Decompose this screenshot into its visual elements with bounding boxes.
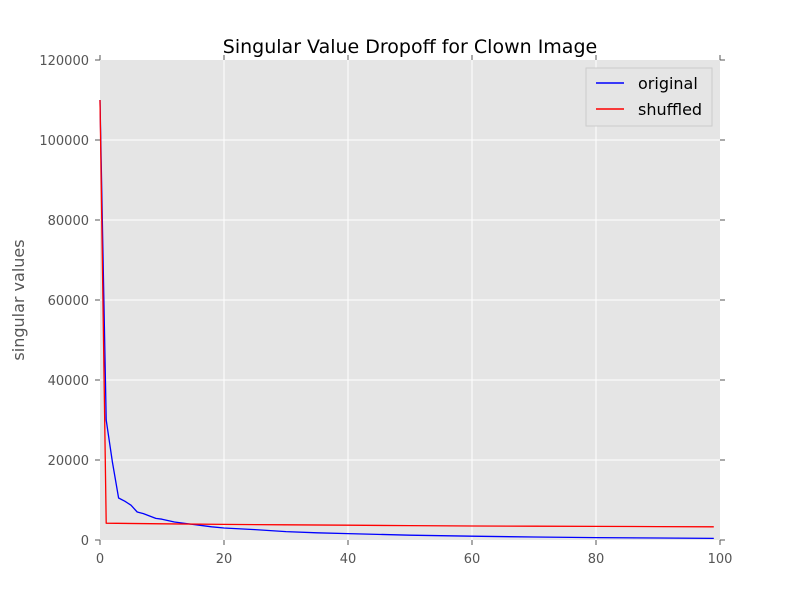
y-tick-label: 60000 — [48, 294, 89, 309]
series-line-shuffled — [99, 99, 714, 528]
legend-box — [585, 67, 713, 127]
y-axis-label: singular values — [9, 239, 28, 360]
legend-label-original: original — [638, 74, 698, 93]
y-tick-label: 80000 — [48, 214, 89, 229]
x-tick-label: 0 — [96, 552, 104, 567]
x-tick-label: 40 — [340, 552, 357, 567]
chart-title: Singular Value Dropoff for Clown Image — [223, 36, 597, 58]
y-tick-label: 120000 — [39, 54, 89, 69]
tick-labels: 0 20 40 60 80 100 0 20000 40000 60000 80000 100000 1… — [39, 54, 732, 567]
x-tick-label: 80 — [588, 552, 605, 567]
grid-lines — [100, 60, 720, 540]
axis-ticks — [95, 55, 725, 545]
x-tick-label: 60 — [464, 552, 481, 567]
legend: original shuffled — [585, 67, 713, 127]
y-tick-label: 40000 — [48, 374, 89, 389]
legend-label-shuffled: shuffled — [638, 100, 702, 119]
x-tick-label: 20 — [216, 552, 233, 567]
y-tick-label: 0 — [81, 534, 89, 549]
y-tick-label: 100000 — [39, 134, 89, 149]
x-tick-label: 100 — [708, 552, 733, 567]
y-tick-label: 20000 — [48, 454, 89, 469]
series-group — [99, 99, 714, 540]
